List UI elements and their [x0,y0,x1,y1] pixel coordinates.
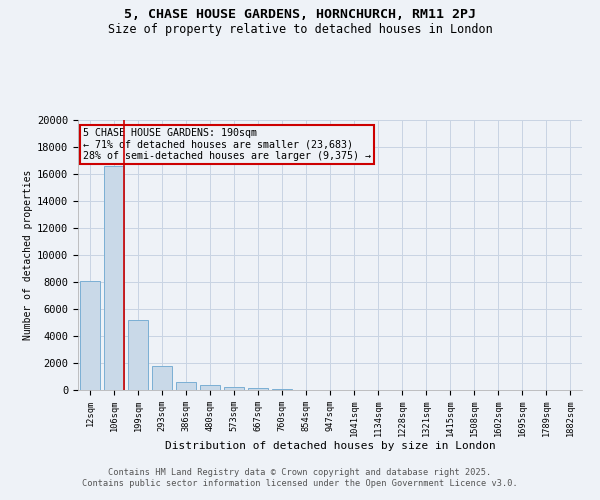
Bar [176,382,196,390]
Bar [248,388,268,390]
Text: Size of property relative to detached houses in London: Size of property relative to detached ho… [107,22,493,36]
Bar [128,320,148,390]
Y-axis label: Number of detached properties: Number of detached properties [23,170,33,340]
Bar [224,387,244,390]
Bar [200,386,220,390]
Bar [272,388,292,390]
Bar [80,280,100,390]
Text: 5, CHASE HOUSE GARDENS, HORNCHURCH, RM11 2PJ: 5, CHASE HOUSE GARDENS, HORNCHURCH, RM11… [124,8,476,20]
Bar [104,166,124,390]
Bar [152,366,172,390]
X-axis label: Distribution of detached houses by size in London: Distribution of detached houses by size … [164,440,496,450]
Text: 5 CHASE HOUSE GARDENS: 190sqm
← 71% of detached houses are smaller (23,683)
28% : 5 CHASE HOUSE GARDENS: 190sqm ← 71% of d… [83,128,371,162]
Text: Contains HM Land Registry data © Crown copyright and database right 2025.
Contai: Contains HM Land Registry data © Crown c… [82,468,518,487]
